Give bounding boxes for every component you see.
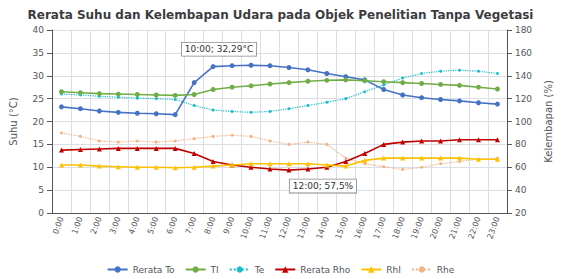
svg-text:80: 80 xyxy=(515,139,527,149)
svg-text:Rhe: Rhe xyxy=(437,265,455,275)
svg-text:40: 40 xyxy=(515,185,527,195)
svg-text:20:00: 20:00 xyxy=(428,215,444,240)
svg-text:0:00: 0:00 xyxy=(51,215,66,235)
svg-text:16:00: 16:00 xyxy=(353,215,369,240)
svg-text:20: 20 xyxy=(515,208,527,218)
svg-text:19:00: 19:00 xyxy=(410,215,426,240)
svg-text:TI: TI xyxy=(210,265,219,275)
svg-text:Rerata Suhu dan Kelembapan Uda: Rerata Suhu dan Kelembapan Udara pada Ob… xyxy=(28,8,534,22)
svg-text:14:00: 14:00 xyxy=(315,215,331,240)
svg-text:10:00; 32,29°C: 10:00; 32,29°C xyxy=(185,44,253,54)
svg-text:5: 5 xyxy=(38,185,44,195)
svg-text:30: 30 xyxy=(33,71,45,81)
svg-text:4:00: 4:00 xyxy=(127,215,142,235)
svg-text:7:00: 7:00 xyxy=(184,215,199,235)
svg-text:10:00: 10:00 xyxy=(239,215,255,240)
svg-text:18:00: 18:00 xyxy=(391,215,407,240)
svg-text:15:00: 15:00 xyxy=(334,215,350,240)
svg-text:20: 20 xyxy=(33,117,45,127)
svg-text:60: 60 xyxy=(515,162,527,172)
svg-text:3:00: 3:00 xyxy=(108,215,123,235)
svg-text:Rerata Rho: Rerata Rho xyxy=(300,265,350,275)
svg-text:25: 25 xyxy=(33,94,44,104)
svg-text:120: 120 xyxy=(515,94,532,104)
svg-text:160: 160 xyxy=(515,48,532,58)
svg-text:Te: Te xyxy=(254,265,265,275)
svg-text:Rerata To: Rerata To xyxy=(133,265,175,275)
svg-text:6:00: 6:00 xyxy=(165,215,180,235)
svg-text:22:00: 22:00 xyxy=(466,215,482,240)
svg-text:21:00: 21:00 xyxy=(447,215,463,240)
svg-text:Kelembapan (%): Kelembapan (%) xyxy=(543,80,554,163)
svg-text:1:00: 1:00 xyxy=(70,215,85,235)
svg-text:12:00: 12:00 xyxy=(277,215,293,240)
svg-text:40: 40 xyxy=(33,25,45,35)
svg-text:17:00: 17:00 xyxy=(372,215,388,240)
svg-text:13:00: 13:00 xyxy=(296,215,312,240)
svg-text:15: 15 xyxy=(33,139,44,149)
svg-text:35: 35 xyxy=(33,48,44,58)
svg-text:11:00: 11:00 xyxy=(258,215,274,240)
svg-text:140: 140 xyxy=(515,71,532,81)
svg-text:2:00: 2:00 xyxy=(89,215,104,235)
svg-text:180: 180 xyxy=(515,25,532,35)
svg-text:8:00: 8:00 xyxy=(203,215,218,235)
svg-text:Suhu (°C): Suhu (°C) xyxy=(8,97,19,145)
svg-text:9:00: 9:00 xyxy=(222,215,237,235)
svg-text:12:00; 57,5%: 12:00; 57,5% xyxy=(293,181,354,191)
svg-text:RhI: RhI xyxy=(386,265,401,275)
svg-text:0: 0 xyxy=(38,208,44,218)
svg-text:100: 100 xyxy=(515,117,532,127)
svg-text:10: 10 xyxy=(33,162,45,172)
svg-text:5:00: 5:00 xyxy=(146,215,161,235)
svg-text:23:00: 23:00 xyxy=(485,215,501,240)
